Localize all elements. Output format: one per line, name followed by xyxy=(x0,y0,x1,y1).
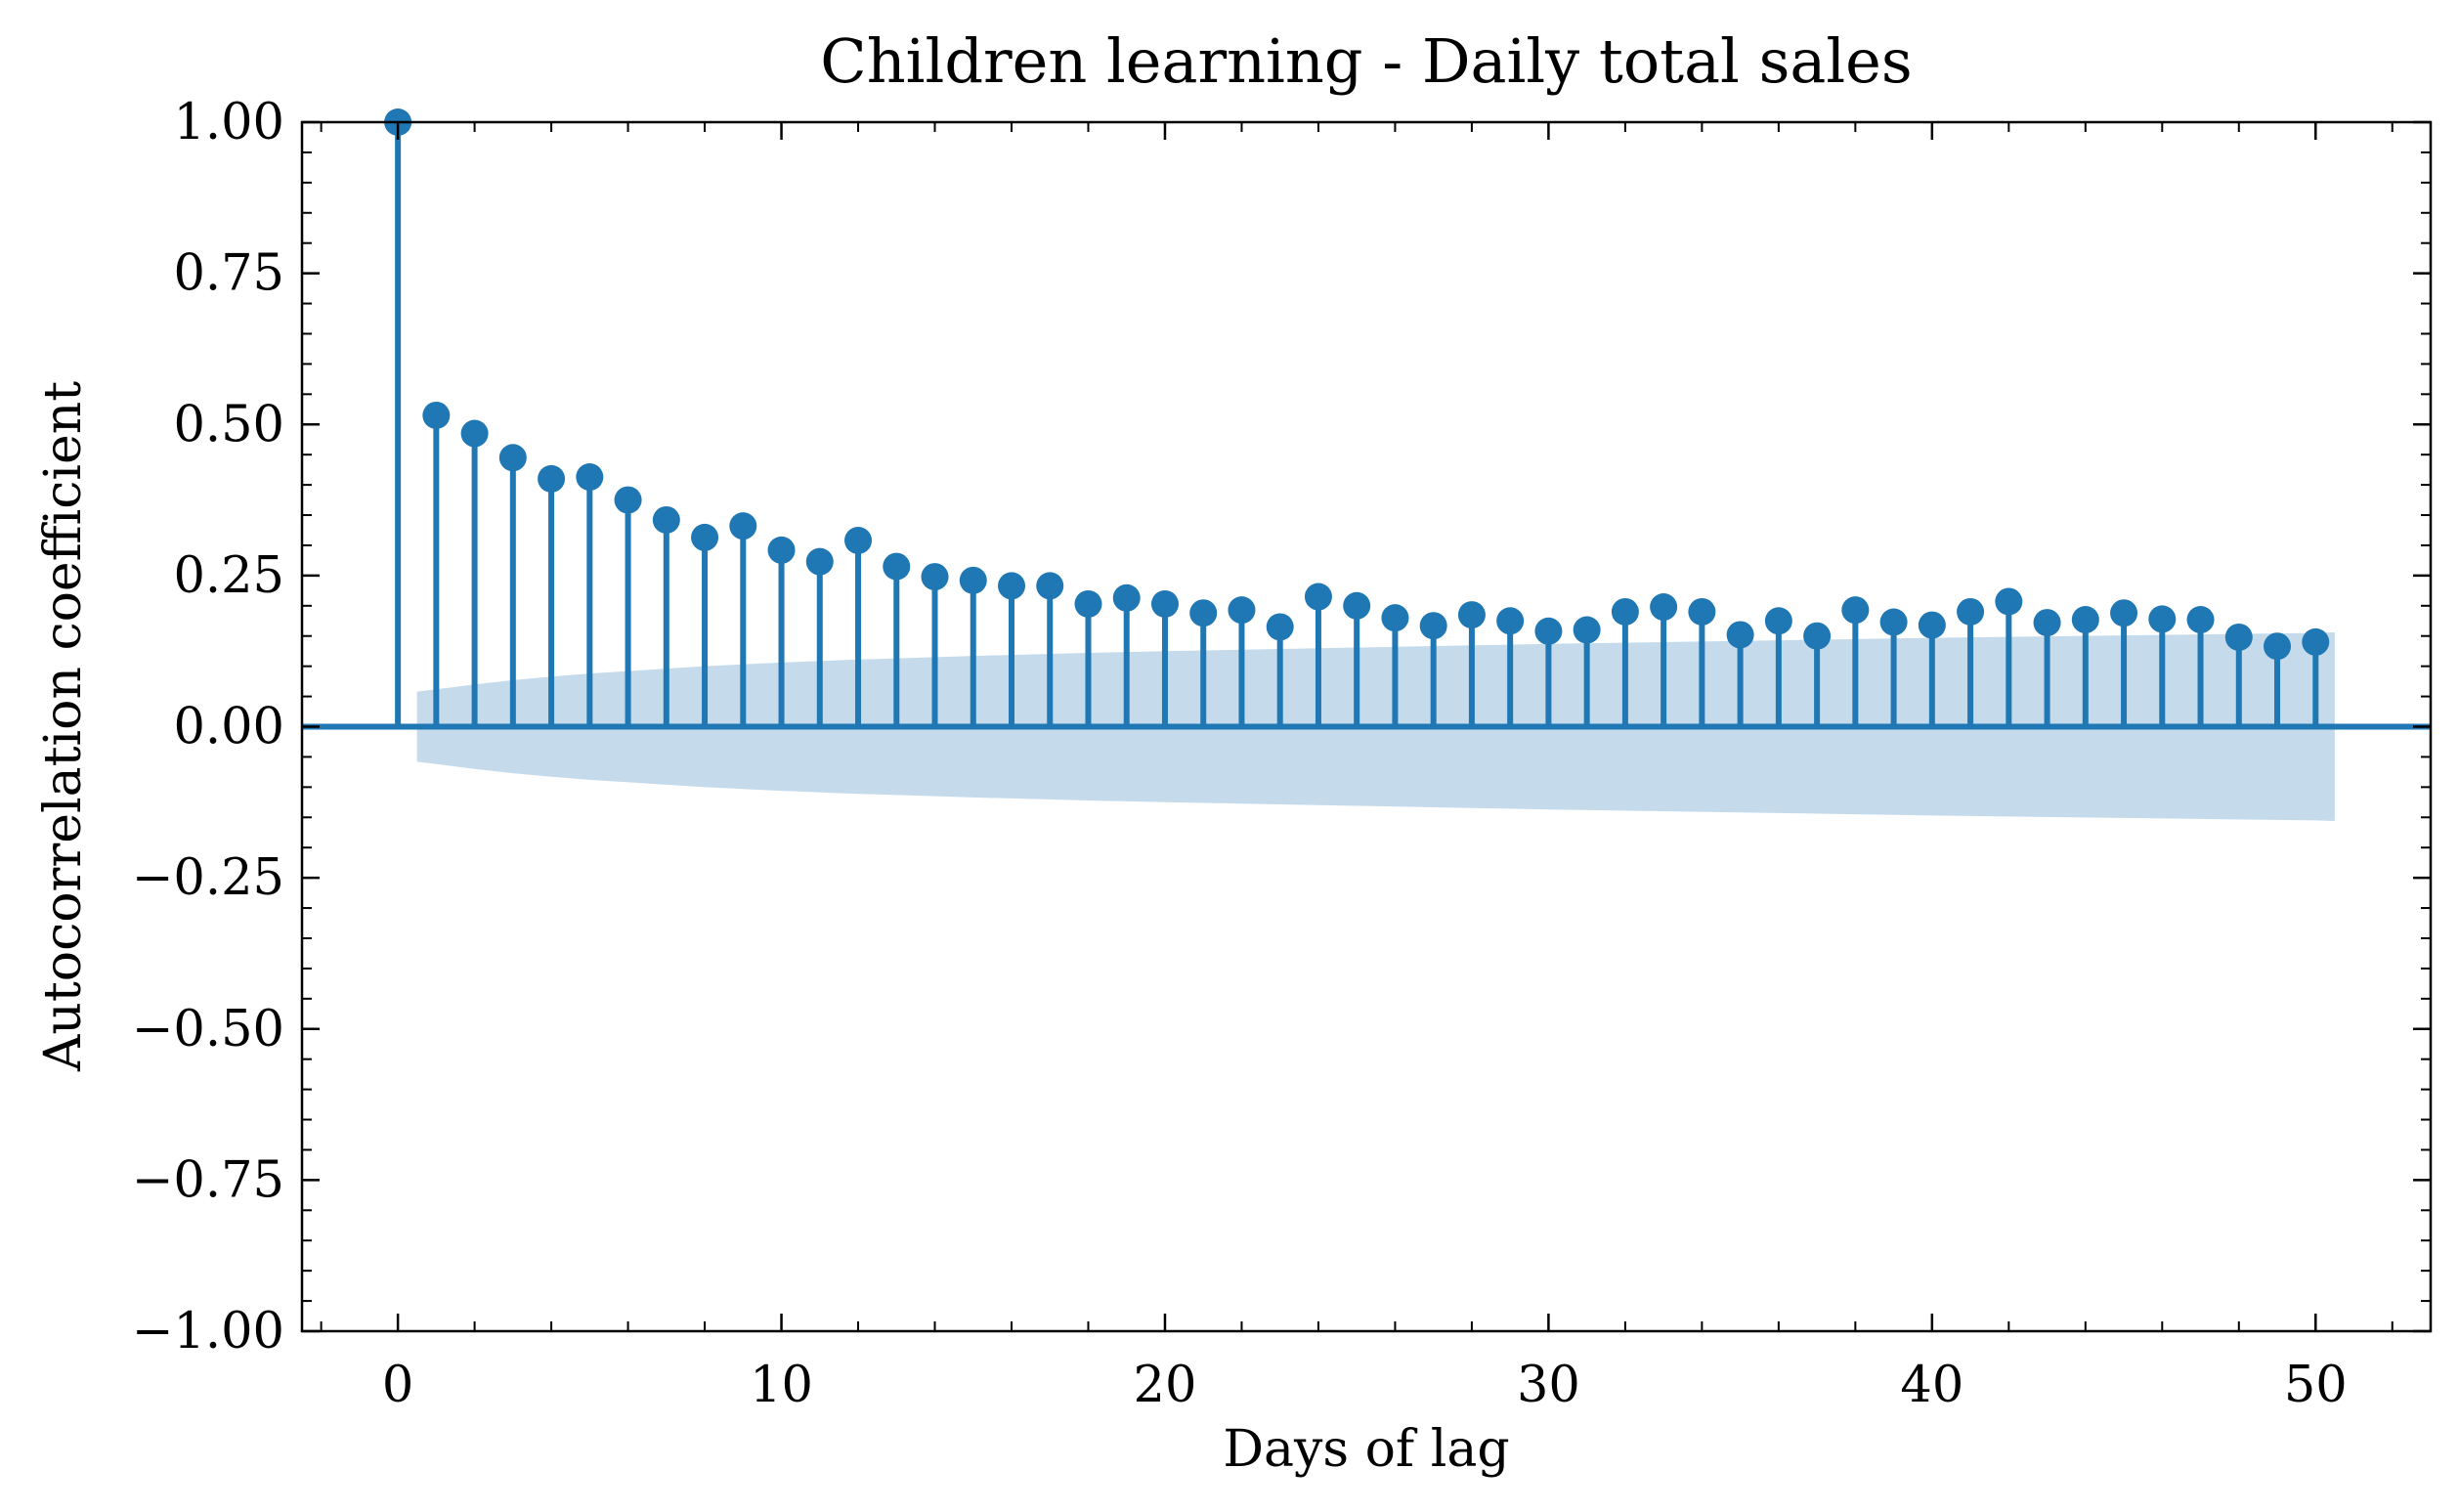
marker-lag-30 xyxy=(1534,617,1563,645)
y-tick-label: −0.25 xyxy=(132,849,284,907)
marker-lag-19 xyxy=(1112,583,1141,612)
marker-lag-15 xyxy=(959,566,987,594)
marker-lag-21 xyxy=(1189,599,1218,627)
marker-lag-41 xyxy=(1957,597,1985,626)
marker-lag-3 xyxy=(498,444,527,472)
marker-lag-29 xyxy=(1496,607,1525,635)
marker-lag-18 xyxy=(1074,589,1102,618)
marker-lag-2 xyxy=(460,419,489,448)
y-tick-label: −1.00 xyxy=(132,1303,284,1361)
y-tick-label: 1.00 xyxy=(173,94,284,151)
y-tick-label: 0.00 xyxy=(173,699,284,756)
stem-layer xyxy=(395,122,2319,727)
marker-lag-40 xyxy=(1918,611,1946,639)
marker-lag-31 xyxy=(1573,616,1601,644)
marker-lag-28 xyxy=(1457,601,1486,629)
marker-lag-48 xyxy=(2224,623,2253,651)
x-axis-label: Days of lag xyxy=(1223,1420,1509,1479)
marker-lag-9 xyxy=(729,512,757,540)
y-tick-label: −0.75 xyxy=(132,1151,284,1209)
marker-lag-13 xyxy=(883,552,911,581)
marker-lag-42 xyxy=(1995,587,2023,616)
marker-lag-39 xyxy=(1879,608,1908,636)
marker-lag-46 xyxy=(2148,605,2177,633)
marker-lag-6 xyxy=(614,486,642,514)
marker-lag-12 xyxy=(844,527,873,555)
y-tick-label: 0.75 xyxy=(173,245,284,303)
marker-lag-50 xyxy=(2302,627,2330,656)
marker-lag-49 xyxy=(2264,632,2292,661)
marker-lag-44 xyxy=(2071,606,2099,634)
marker-lag-16 xyxy=(998,572,1025,600)
y-tick-label: 0.25 xyxy=(173,547,284,605)
x-tick-label: 10 xyxy=(750,1357,813,1414)
marker-lag-5 xyxy=(576,463,604,492)
y-tick-label: 0.50 xyxy=(173,396,284,454)
marker-lag-32 xyxy=(1611,597,1639,626)
marker-lag-14 xyxy=(921,563,949,591)
marker-lag-22 xyxy=(1228,596,1256,625)
x-tick-label: 40 xyxy=(1900,1357,1963,1414)
marker-lag-25 xyxy=(1343,591,1371,620)
marker-lag-47 xyxy=(2186,606,2215,634)
marker-lag-10 xyxy=(767,536,796,564)
marker-lag-8 xyxy=(691,523,719,551)
x-tick-label: 50 xyxy=(2284,1357,2348,1414)
marker-lag-1 xyxy=(422,401,451,429)
marker-lag-27 xyxy=(1419,612,1447,640)
marker-lag-24 xyxy=(1304,583,1332,611)
marker-layer xyxy=(384,108,2330,661)
x-tick-label: 0 xyxy=(382,1357,413,1414)
marker-lag-11 xyxy=(805,547,834,576)
marker-lag-43 xyxy=(2033,609,2061,637)
marker-lag-23 xyxy=(1266,613,1294,641)
marker-lag-45 xyxy=(2110,599,2138,627)
x-tick-label: 30 xyxy=(1517,1357,1580,1414)
marker-lag-33 xyxy=(1650,593,1678,622)
marker-lag-37 xyxy=(1803,622,1832,650)
y-axis-label: Autocorrelation coefficient xyxy=(34,381,93,1072)
y-tick-label: −0.50 xyxy=(132,1001,284,1058)
marker-lag-35 xyxy=(1726,621,1754,649)
y-axis-ticks: 1.00 0.75 0.50 0.25 0.00 −0.25 −0.50 −0.75 −1.00 xyxy=(132,94,2431,1361)
marker-lag-36 xyxy=(1764,607,1792,635)
marker-lag-17 xyxy=(1036,572,1064,600)
marker-lag-7 xyxy=(652,505,680,534)
marker-lag-38 xyxy=(1841,596,1870,625)
marker-lag-4 xyxy=(538,464,566,493)
x-tick-label: 20 xyxy=(1134,1357,1197,1414)
x-axis-ticks: 0 10 20 30 40 50 xyxy=(320,122,2394,1414)
marker-lag-20 xyxy=(1150,589,1179,618)
marker-lag-34 xyxy=(1688,597,1716,626)
marker-lag-26 xyxy=(1381,604,1409,632)
chart-title: Children learning - Daily total sales xyxy=(820,25,1912,97)
